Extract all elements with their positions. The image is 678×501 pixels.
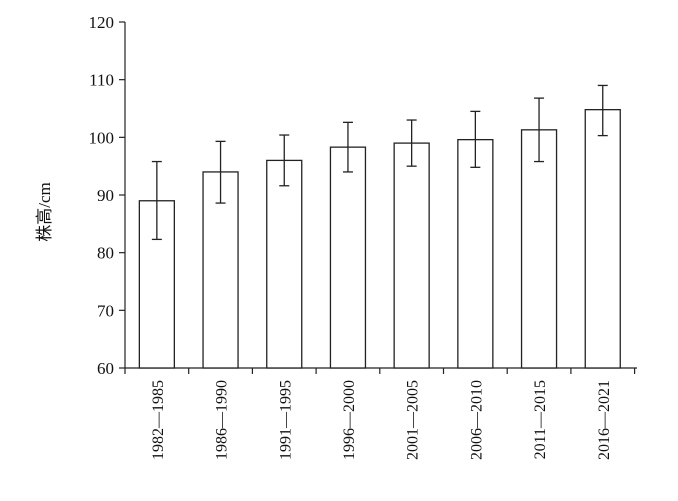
bar (202, 171, 239, 369)
y-axis-label: 株高/cm (35, 182, 54, 242)
y-tick-label: 70 (97, 301, 114, 320)
y-tick-label: 60 (97, 359, 114, 378)
y-tick-label: 110 (89, 71, 114, 90)
x-tick-label: 1986—1990 (214, 380, 231, 460)
bar (393, 142, 430, 369)
x-tick-label: 1996—2000 (341, 380, 358, 460)
bar (584, 109, 621, 369)
bar (329, 146, 367, 369)
x-tick-label: 2006—2010 (468, 380, 485, 460)
y-tick-label: 120 (89, 13, 115, 32)
x-tick-label: 2016—2021 (596, 380, 613, 460)
plot-area: 60 70 80 90 100 110 120 1982—1985 1986—1990 1991—… (89, 13, 637, 460)
x-tick-label: 2011—2015 (532, 380, 549, 459)
bar (457, 138, 494, 369)
x-tick-label: 1991—1995 (277, 380, 294, 460)
y-tick-label: 100 (89, 128, 115, 147)
y-tick-label: 80 (97, 244, 114, 263)
bar (266, 159, 303, 369)
bar (520, 129, 558, 369)
x-tick-label: 1982—1985 (150, 380, 167, 460)
x-tick-label: 2001—2005 (405, 380, 422, 460)
y-tick-label: 90 (97, 186, 114, 205)
